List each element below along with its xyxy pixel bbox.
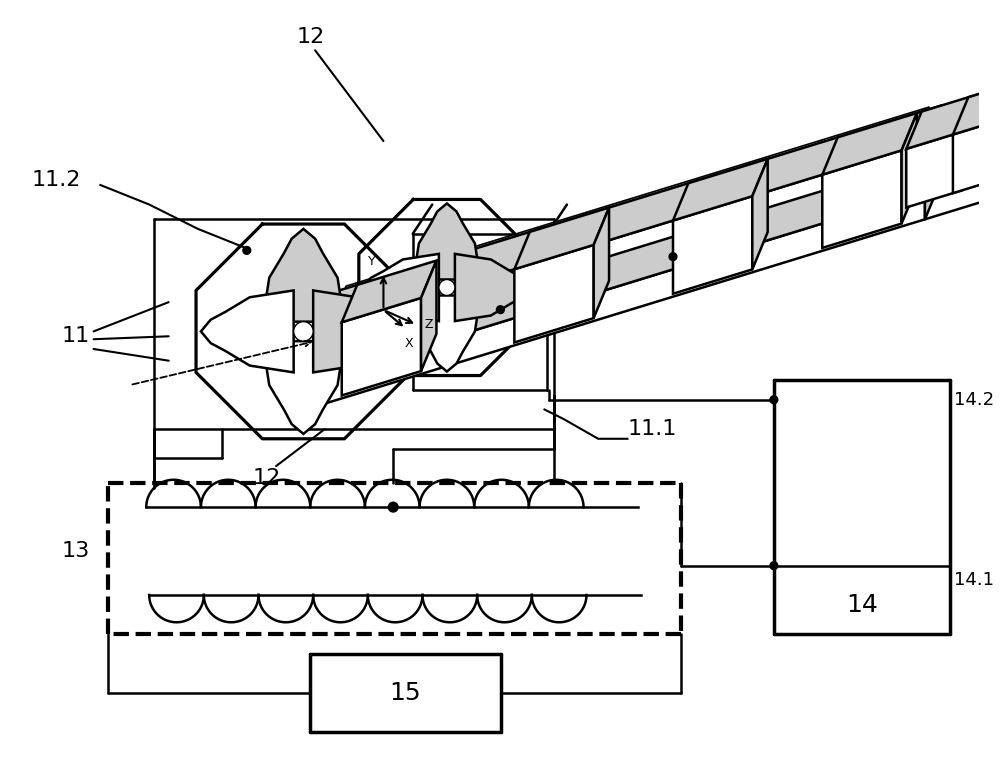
Polygon shape: [514, 245, 594, 342]
Polygon shape: [953, 117, 1000, 193]
Polygon shape: [962, 94, 978, 191]
Circle shape: [496, 306, 504, 314]
Polygon shape: [334, 156, 929, 364]
Text: Z: Z: [425, 318, 433, 331]
Polygon shape: [906, 131, 962, 208]
Text: X: X: [405, 337, 414, 350]
Polygon shape: [925, 140, 1000, 219]
Polygon shape: [822, 113, 917, 175]
Polygon shape: [455, 254, 531, 321]
Text: 14: 14: [846, 593, 878, 617]
Polygon shape: [323, 155, 940, 377]
Polygon shape: [334, 185, 917, 370]
Polygon shape: [594, 208, 609, 318]
Polygon shape: [421, 261, 436, 371]
Polygon shape: [323, 106, 940, 328]
Polygon shape: [334, 107, 929, 315]
Polygon shape: [342, 261, 436, 322]
Polygon shape: [925, 155, 940, 219]
Circle shape: [770, 396, 778, 404]
Text: Y: Y: [368, 255, 376, 268]
Polygon shape: [822, 150, 902, 248]
Polygon shape: [902, 113, 917, 223]
Text: 12: 12: [296, 26, 324, 47]
Polygon shape: [917, 156, 929, 191]
Circle shape: [243, 247, 251, 254]
Polygon shape: [925, 106, 940, 170]
Polygon shape: [925, 92, 1000, 170]
Text: 12: 12: [252, 468, 280, 488]
Text: 11.1: 11.1: [627, 419, 677, 439]
Polygon shape: [334, 136, 917, 323]
Polygon shape: [413, 204, 481, 279]
Polygon shape: [917, 107, 929, 144]
Polygon shape: [953, 80, 1000, 135]
Polygon shape: [673, 159, 768, 220]
Polygon shape: [262, 229, 344, 321]
Polygon shape: [323, 143, 925, 356]
Polygon shape: [333, 169, 931, 363]
Polygon shape: [906, 94, 978, 149]
Polygon shape: [333, 126, 925, 363]
Circle shape: [294, 321, 313, 342]
Text: 15: 15: [390, 681, 421, 705]
Polygon shape: [201, 290, 294, 373]
Text: 13: 13: [61, 541, 90, 561]
Polygon shape: [925, 114, 931, 181]
Polygon shape: [262, 342, 344, 434]
Circle shape: [388, 503, 398, 512]
Polygon shape: [323, 192, 925, 404]
Polygon shape: [514, 208, 609, 269]
Text: 14.2: 14.2: [954, 391, 995, 408]
Polygon shape: [925, 128, 1000, 192]
Polygon shape: [313, 290, 406, 373]
Polygon shape: [363, 254, 439, 321]
Polygon shape: [925, 79, 1000, 143]
Polygon shape: [413, 296, 481, 372]
Circle shape: [439, 279, 455, 296]
Polygon shape: [752, 159, 768, 269]
Circle shape: [669, 253, 677, 261]
Text: 14.1: 14.1: [954, 571, 994, 589]
Circle shape: [770, 562, 778, 569]
Text: 11.2: 11.2: [32, 170, 81, 190]
Polygon shape: [342, 298, 421, 395]
Text: 11: 11: [61, 326, 90, 346]
Polygon shape: [673, 196, 752, 294]
